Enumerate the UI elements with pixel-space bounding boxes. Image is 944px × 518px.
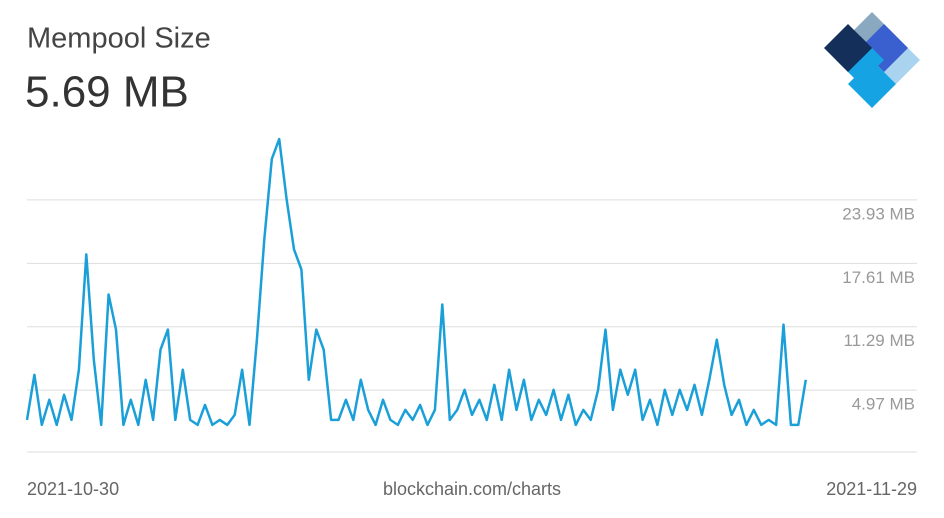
- y-tick-label: 23.93 MB: [842, 204, 915, 223]
- y-tick-label: 4.97 MB: [852, 395, 915, 414]
- chart-title: Mempool Size: [27, 23, 211, 55]
- y-tick-label: 17.61 MB: [842, 268, 915, 287]
- source: blockchain.com/charts: [383, 479, 561, 499]
- x-tick-label: 2021-11-29: [826, 479, 917, 499]
- y-tick-label: 11.29 MB: [843, 331, 915, 350]
- line: [25, 137, 808, 427]
- x-tick-label: 2021-10-30: [27, 479, 119, 499]
- current-value: 5.69 MB: [25, 68, 189, 117]
- logo: [824, 12, 920, 108]
